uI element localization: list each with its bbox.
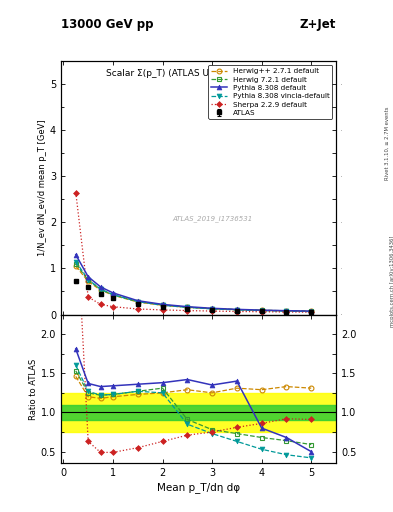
Line: Herwig++ 2.7.1 default: Herwig++ 2.7.1 default	[73, 264, 314, 314]
Sherpa 2.2.9 default	[235, 308, 239, 314]
Herwig 7.2.1 default	[135, 298, 140, 305]
Herwig 7.2.1 default	[98, 286, 103, 292]
Pythia 8.308 vincia-default	[185, 304, 190, 310]
Pythia 8.308 default	[284, 308, 289, 314]
Pythia 8.308 default	[259, 307, 264, 313]
Herwig++ 2.7.1 default	[160, 302, 165, 308]
Pythia 8.308 vincia-default	[160, 302, 165, 308]
Herwig++ 2.7.1 default	[309, 308, 314, 314]
Pythia 8.308 default	[98, 284, 103, 290]
X-axis label: Mean p_T/dη dφ: Mean p_T/dη dφ	[157, 482, 240, 493]
Pythia 8.308 default	[185, 304, 190, 310]
Herwig++ 2.7.1 default	[86, 279, 90, 285]
Herwig 7.2.1 default	[110, 292, 115, 298]
Pythia 8.308 default	[110, 290, 115, 296]
Herwig 7.2.1 default	[73, 261, 78, 267]
Herwig 7.2.1 default	[309, 308, 314, 314]
Herwig 7.2.1 default	[284, 308, 289, 314]
Text: ATLAS_2019_I1736531: ATLAS_2019_I1736531	[172, 215, 252, 222]
Pythia 8.308 default	[160, 301, 165, 307]
Pythia 8.308 vincia-default	[259, 308, 264, 314]
Herwig++ 2.7.1 default	[235, 307, 239, 313]
Herwig++ 2.7.1 default	[98, 287, 103, 293]
Text: Scalar Σ(p_T) (ATLAS UE in Z production): Scalar Σ(p_T) (ATLAS UE in Z production)	[107, 69, 290, 78]
Herwig 7.2.1 default	[185, 304, 190, 310]
Sherpa 2.2.9 default	[185, 308, 190, 314]
Sherpa 2.2.9 default	[135, 306, 140, 312]
Y-axis label: Ratio to ATLAS: Ratio to ATLAS	[29, 358, 38, 419]
Herwig++ 2.7.1 default	[73, 263, 78, 269]
Pythia 8.308 default	[86, 274, 90, 280]
Text: 13000 GeV pp: 13000 GeV pp	[61, 18, 153, 31]
Pythia 8.308 default	[210, 305, 215, 311]
Line: Pythia 8.308 default: Pythia 8.308 default	[73, 252, 314, 313]
Pythia 8.308 default	[235, 306, 239, 312]
Sherpa 2.2.9 default	[284, 309, 289, 315]
Sherpa 2.2.9 default	[259, 309, 264, 315]
Pythia 8.308 vincia-default	[235, 307, 239, 313]
Sherpa 2.2.9 default	[210, 308, 215, 314]
Text: mcplots.cern.ch [arXiv:1306.3436]: mcplots.cern.ch [arXiv:1306.3436]	[390, 236, 393, 327]
Herwig 7.2.1 default	[210, 306, 215, 312]
Text: Z+Jet: Z+Jet	[299, 18, 336, 31]
Line: Sherpa 2.2.9 default: Sherpa 2.2.9 default	[74, 190, 313, 314]
Text: Rivet 3.1.10, ≥ 2.7M events: Rivet 3.1.10, ≥ 2.7M events	[385, 106, 389, 180]
Sherpa 2.2.9 default	[73, 189, 78, 196]
Pythia 8.308 default	[135, 297, 140, 304]
Sherpa 2.2.9 default	[309, 309, 314, 315]
Herwig++ 2.7.1 default	[110, 292, 115, 298]
Line: Herwig 7.2.1 default: Herwig 7.2.1 default	[73, 262, 314, 313]
Sherpa 2.2.9 default	[110, 304, 115, 310]
Pythia 8.308 vincia-default	[210, 306, 215, 312]
Herwig++ 2.7.1 default	[135, 299, 140, 305]
Herwig++ 2.7.1 default	[185, 304, 190, 310]
Pythia 8.308 vincia-default	[73, 259, 78, 265]
Pythia 8.308 vincia-default	[110, 292, 115, 298]
Pythia 8.308 vincia-default	[309, 309, 314, 315]
Pythia 8.308 vincia-default	[98, 286, 103, 292]
Herwig 7.2.1 default	[86, 277, 90, 283]
Y-axis label: 1/N_ev dN_ev/d mean p_T [GeV]: 1/N_ev dN_ev/d mean p_T [GeV]	[38, 120, 47, 257]
Sherpa 2.2.9 default	[98, 301, 103, 307]
Pythia 8.308 vincia-default	[86, 276, 90, 283]
Pythia 8.308 vincia-default	[284, 308, 289, 314]
Pythia 8.308 vincia-default	[135, 298, 140, 305]
Line: Pythia 8.308 vincia-default: Pythia 8.308 vincia-default	[73, 259, 314, 314]
Sherpa 2.2.9 default	[86, 294, 90, 300]
Herwig++ 2.7.1 default	[284, 308, 289, 314]
Herwig++ 2.7.1 default	[210, 306, 215, 312]
Herwig++ 2.7.1 default	[259, 307, 264, 313]
Herwig 7.2.1 default	[235, 307, 239, 313]
Herwig 7.2.1 default	[259, 307, 264, 313]
Sherpa 2.2.9 default	[160, 307, 165, 313]
Pythia 8.308 default	[73, 251, 78, 258]
Pythia 8.308 default	[309, 308, 314, 314]
Herwig 7.2.1 default	[160, 302, 165, 308]
Legend: Herwig++ 2.7.1 default, Herwig 7.2.1 default, Pythia 8.308 default, Pythia 8.308: Herwig++ 2.7.1 default, Herwig 7.2.1 def…	[208, 65, 332, 119]
